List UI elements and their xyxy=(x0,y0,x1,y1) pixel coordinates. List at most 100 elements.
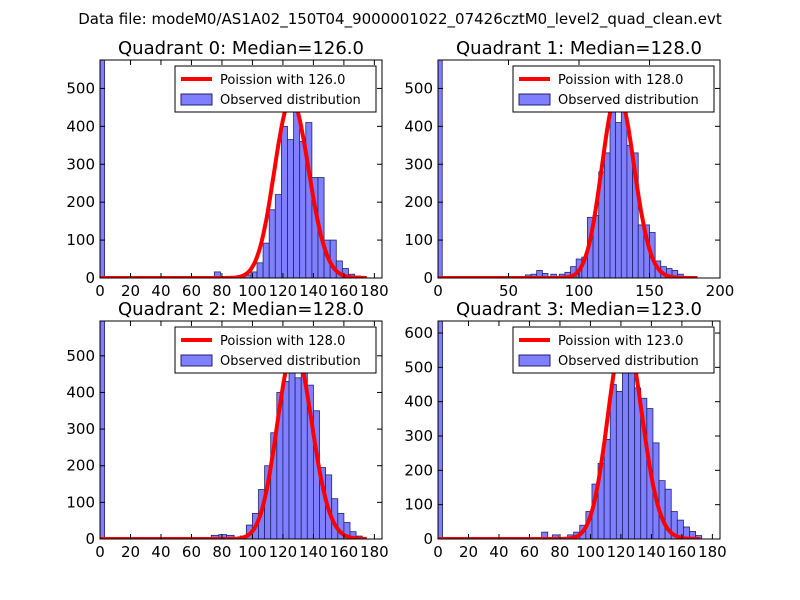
histogram-bar xyxy=(100,60,105,278)
legend-hist-swatch xyxy=(518,354,551,367)
histogram-bar xyxy=(299,141,307,278)
x-tick-label: 100 xyxy=(238,282,267,300)
histogram-bar xyxy=(274,194,282,278)
y-tick-label: 500 xyxy=(66,347,95,365)
histogram-bar xyxy=(609,384,617,539)
legend-curve-label: Poission with 126.0 xyxy=(220,73,345,88)
axes-frame xyxy=(437,320,721,540)
histogram-bar xyxy=(288,348,296,539)
x-tick-label: 140 xyxy=(299,543,328,561)
subplot-title: Quadrant 1: Median=128.0 xyxy=(456,38,702,59)
histogram-bar xyxy=(615,122,622,278)
legend: Poission with 128.0 Observed distribution xyxy=(512,65,715,113)
subplot-title: Quadrant 2: Median=128.0 xyxy=(118,299,364,320)
x-tick-label: 40 xyxy=(151,282,170,300)
y-tick-label: 100 xyxy=(404,496,433,514)
legend-hist-label: Observed distribution xyxy=(558,93,699,108)
histogram-bar xyxy=(438,60,443,278)
histogram-bar xyxy=(268,209,276,278)
legend-hist-label: Observed distribution xyxy=(558,354,699,369)
y-tick-label: 0 xyxy=(423,269,433,287)
x-tick-label: 40 xyxy=(151,543,170,561)
y-tick-label: 400 xyxy=(404,393,433,411)
histogram-bar xyxy=(637,224,645,278)
legend: Poission with 126.0 Observed distribution xyxy=(174,65,377,113)
subplot-quadrant-0: Quadrant 0: Median=126.00 20 40 60 80 100 120 1… xyxy=(66,38,388,300)
legend-curve-label: Poission with 128.0 xyxy=(220,334,345,349)
x-tick-label: 160 xyxy=(330,543,359,561)
histogram-bar xyxy=(541,273,549,278)
y-tick-label: 0 xyxy=(423,530,433,548)
poisson-curve xyxy=(100,97,368,278)
legend-hist-swatch xyxy=(180,93,213,106)
histogram-bar xyxy=(615,390,623,539)
x-tick-label: 80 xyxy=(212,543,231,561)
histogram-bar xyxy=(280,125,288,278)
y-tick-label: 200 xyxy=(66,457,95,475)
x-tick-label: 0 xyxy=(95,282,105,300)
x-tick-label: 150 xyxy=(635,282,664,300)
histogram-bar xyxy=(262,242,270,278)
legend: Poission with 128.0 Observed distribution xyxy=(174,326,377,374)
y-tick-label: 200 xyxy=(404,461,433,479)
x-tick-label: 0 xyxy=(95,543,105,561)
x-tick-label: 60 xyxy=(182,543,201,561)
x-tick-label: 180 xyxy=(360,543,389,561)
y-tick-label: 600 xyxy=(404,324,433,342)
y-tick-label: 400 xyxy=(66,117,95,135)
y-tick-label: 300 xyxy=(66,420,95,438)
poisson-curve xyxy=(438,90,698,278)
histogram-bar xyxy=(293,99,301,278)
poisson-curve xyxy=(100,346,368,539)
x-tick-label: 180 xyxy=(360,282,389,300)
subplot-quadrant-2: Quadrant 2: Median=128.00 20 40 60 80 100 120 1… xyxy=(66,299,388,561)
histogram-bar xyxy=(343,522,351,539)
x-tick-label: 100 xyxy=(238,543,267,561)
x-tick-label: 20 xyxy=(121,282,140,300)
axes-frame xyxy=(99,320,383,540)
histogram-bar xyxy=(256,262,264,278)
y-tick-label: 500 xyxy=(404,358,433,376)
legend-hist-swatch xyxy=(518,93,551,106)
x-tick-label: 140 xyxy=(637,543,666,561)
y-tick-label: 200 xyxy=(404,193,433,211)
x-tick-label: 200 xyxy=(706,282,735,300)
legend-hist-swatch xyxy=(180,354,213,367)
y-tick-label: 300 xyxy=(404,427,433,445)
figure-suptitle: Data file: modeM0/AS1A02_150T04_90000010… xyxy=(78,10,722,29)
histogram-bar xyxy=(287,139,294,278)
histogram-bar xyxy=(603,439,611,539)
y-tick-label: 500 xyxy=(404,79,433,97)
x-tick-label: 20 xyxy=(121,543,140,561)
histogram-bar xyxy=(282,381,290,539)
histogram-bar xyxy=(250,271,258,278)
x-tick-label: 60 xyxy=(182,282,201,300)
y-tick-label: 400 xyxy=(404,117,433,135)
subplot-title: Quadrant 3: Median=123.0 xyxy=(456,299,702,320)
y-tick-label: 300 xyxy=(404,155,433,173)
x-tick-label: 0 xyxy=(433,543,443,561)
histogram xyxy=(438,60,684,278)
subplot-quadrant-1: Quadrant 1: Median=128.0 0 50 100 150 200 0 100… xyxy=(404,38,734,300)
y-tick-label: 100 xyxy=(404,231,433,249)
x-tick-label: 50 xyxy=(499,282,518,300)
y-tick-label: 0 xyxy=(85,530,95,548)
histogram-bar xyxy=(632,152,639,278)
histogram-bar xyxy=(626,144,633,278)
y-tick-label: 500 xyxy=(66,79,95,97)
x-tick-label: 40 xyxy=(489,543,508,561)
y-tick-label: 400 xyxy=(66,383,95,401)
x-tick-label: 120 xyxy=(607,543,636,561)
y-tick-label: 100 xyxy=(66,231,95,249)
histogram-bar xyxy=(603,152,611,278)
subplot-title: Quadrant 0: Median=126.0 xyxy=(118,38,364,59)
histogram-bar xyxy=(438,321,443,539)
x-tick-label: 120 xyxy=(269,543,298,561)
legend-hist-label: Observed distribution xyxy=(220,93,361,108)
x-tick-label: 100 xyxy=(565,282,594,300)
x-tick-label: 60 xyxy=(520,543,539,561)
subplot-quadrant-3: Quadrant 3: Median=123.00 20 40 60 80 100 120 1… xyxy=(404,299,726,561)
legend-hist-label: Observed distribution xyxy=(220,354,361,369)
legend-curve-label: Poission with 123.0 xyxy=(558,334,683,349)
